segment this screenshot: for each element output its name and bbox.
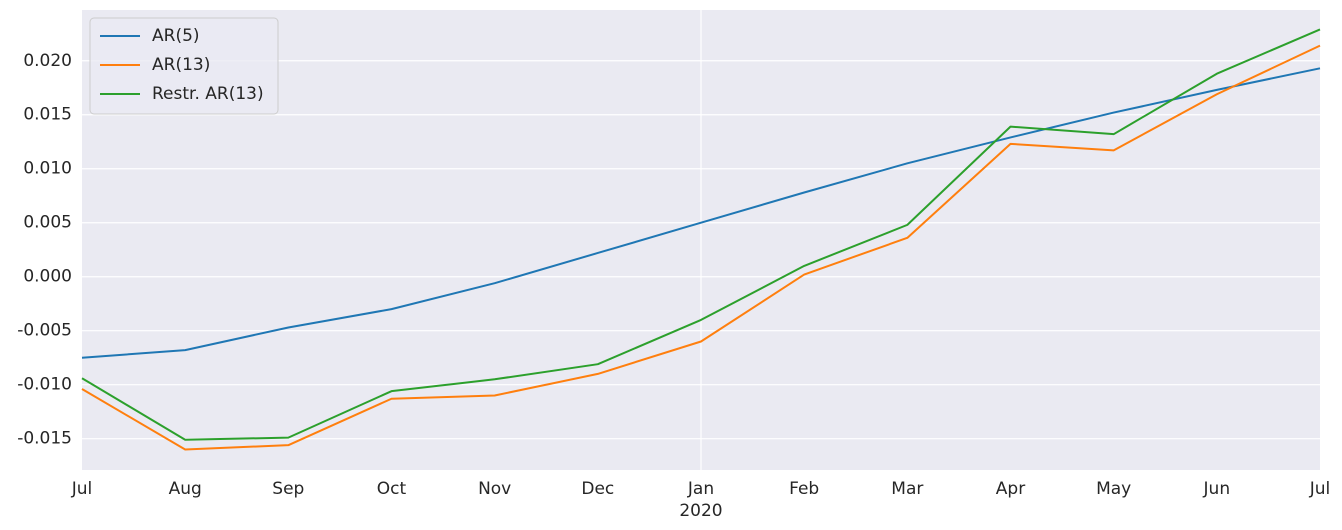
line xyxy=(81,44,1321,451)
y-tick-label: -0.010 xyxy=(17,375,72,395)
y-tick-label: 0.015 xyxy=(23,105,72,125)
legend: AR(5) AR(13) Restr. AR(13) xyxy=(89,17,279,115)
legend-box xyxy=(89,17,279,115)
x-tick-label: Sep xyxy=(272,479,304,499)
y-tick-label: 0.020 xyxy=(23,51,72,71)
x-tick-sublabel: 2020 xyxy=(679,501,722,521)
line xyxy=(81,28,1321,441)
legend-label: Restr. AR(13) xyxy=(152,84,264,104)
x-tick-label: Nov xyxy=(478,479,511,499)
x-tick-label: Dec xyxy=(581,479,614,499)
x-tick-label: May xyxy=(1096,479,1131,499)
legend-label: AR(5) xyxy=(152,26,200,46)
y-tick-label: -0.015 xyxy=(17,429,72,449)
x-tick-label: Apr xyxy=(996,479,1025,499)
x-tick-label: Jan xyxy=(687,479,714,499)
x-tick-label: Mar xyxy=(891,479,923,499)
x-tick-label: Jun xyxy=(1203,479,1231,499)
x-tick-label: Oct xyxy=(377,479,407,499)
y-tick-label: 0.010 xyxy=(23,159,72,179)
y-tick-label: 0.000 xyxy=(23,267,72,287)
x-tick-label: Aug xyxy=(169,479,202,499)
x-tick-label: Feb xyxy=(789,479,819,499)
legend-label: AR(13) xyxy=(152,55,210,75)
y-tick-label: -0.005 xyxy=(17,321,72,341)
y-tick-label: 0.005 xyxy=(23,213,72,233)
x-tick-label: Jul xyxy=(71,479,93,499)
x-tick-label: Jul xyxy=(1309,479,1331,499)
line xyxy=(81,67,1321,359)
